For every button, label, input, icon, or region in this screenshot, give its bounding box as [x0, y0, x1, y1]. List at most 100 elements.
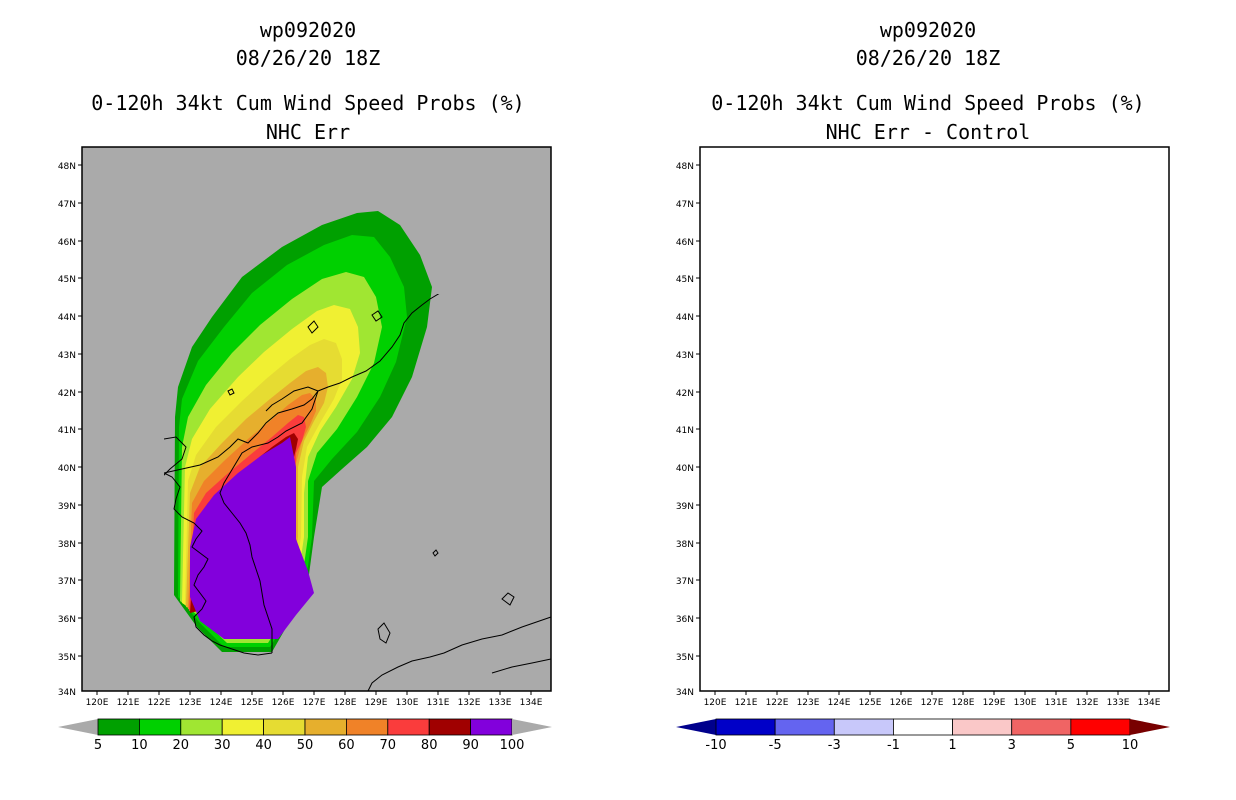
left-lon-label: 122E: [148, 698, 171, 708]
left-colorbar-swatch: [304, 718, 347, 736]
left-lat-label: 48N: [58, 162, 76, 172]
left-lon-label: 126E: [272, 698, 295, 708]
left-colorbar-label: 60: [338, 738, 355, 753]
left-lon-label: 131E: [427, 698, 450, 708]
right-lat-label: 38N: [676, 540, 694, 550]
left-colorbar-label: 10: [131, 738, 148, 753]
right-lon-label: 133E: [1107, 698, 1130, 708]
left-lon-label: 129E: [365, 698, 388, 708]
right-colorbar-swatch: [715, 718, 776, 736]
right-colorbar-over-triangle: [1130, 719, 1170, 735]
left-lat-label: 41N: [58, 426, 76, 436]
left-lon-label: 127E: [303, 698, 326, 708]
right-colorbar-label: -1: [887, 738, 900, 753]
right-colorbar-label: -5: [769, 738, 782, 753]
right-lat-label: 48N: [676, 162, 694, 172]
left-title-date: 08/26/20 18Z: [235, 46, 381, 70]
right-lat-label: 39N: [676, 502, 694, 512]
left-map-frame: [81, 146, 552, 692]
left-colorbar-label: 70: [380, 738, 397, 753]
left-lon-label: 128E: [334, 698, 357, 708]
left-lat-label: 47N: [58, 200, 76, 210]
right-lon-label: 131E: [1045, 698, 1068, 708]
right-title-date: 08/26/20 18Z: [855, 46, 1001, 70]
right-lon-label: 122E: [766, 698, 789, 708]
right-lon-label: 130E: [1014, 698, 1037, 708]
left-lon-label: 132E: [458, 698, 481, 708]
right-lat-label: 34N: [676, 688, 694, 698]
right-lon-label: 120E: [704, 698, 727, 708]
right-map: 48N 47N 46N 45N 44N 43N 42N 41N 40N 39N …: [676, 146, 1170, 708]
left-colorbar-over-triangle: [512, 719, 552, 735]
left-colorbar-swatch: [97, 718, 140, 736]
left-lat-label: 46N: [58, 238, 76, 248]
right-colorbar: -10 -5 -3 -1 1 3 5 10: [676, 718, 1170, 753]
right-lat-label: 40N: [676, 464, 694, 474]
right-lon-label: 128E: [952, 698, 975, 708]
right-colorbar-under-triangle: [676, 719, 716, 735]
left-colorbar-swatch: [180, 718, 223, 736]
right-map-background: [700, 147, 1169, 691]
right-colorbar-label: -3: [828, 738, 841, 753]
right-lon-label: 127E: [921, 698, 944, 708]
left-lat-label: 39N: [58, 502, 76, 512]
right-lat-label: 43N: [676, 351, 694, 361]
left-colorbar-swatch: [470, 718, 513, 736]
left-colorbar-label: 90: [462, 738, 479, 753]
left-colorbar-swatch: [387, 718, 430, 736]
right-title-subtitle: NHC Err - Control: [825, 120, 1031, 144]
right-colorbar-swatch: [833, 718, 894, 736]
right-lon-label: 125E: [859, 698, 882, 708]
left-colorbar-label: 100: [500, 738, 525, 753]
left-lon-label: 121E: [117, 698, 140, 708]
left-colorbar-label: 80: [421, 738, 438, 753]
left-map: 48N 47N 46N 45N 44N 43N 42N 41N 40N 39N …: [58, 146, 552, 708]
right-lon-label: 123E: [797, 698, 820, 708]
right-colorbar-swatch: [774, 718, 835, 736]
right-title-product: 0-120h 34kt Cum Wind Speed Probs (%): [711, 91, 1145, 115]
right-lon-label: 126E: [890, 698, 913, 708]
left-lon-label: 134E: [520, 698, 543, 708]
left-lat-label: 40N: [58, 464, 76, 474]
left-lat-label: 37N: [58, 577, 76, 587]
left-lat-label: 42N: [58, 389, 76, 399]
right-lat-label: 37N: [676, 577, 694, 587]
right-lat-label: 45N: [676, 275, 694, 285]
right-colorbar-label: 5: [1067, 738, 1075, 753]
left-colorbar-label: 40: [255, 738, 272, 753]
right-colorbar-swatch: [1070, 718, 1131, 736]
left-lon-label: 123E: [179, 698, 202, 708]
left-colorbar: 5 10 20 30 40 50 60 70 80 90 100: [58, 718, 552, 753]
left-lat-label: 43N: [58, 351, 76, 361]
left-lon-label: 125E: [241, 698, 264, 708]
left-colorbar-label: 20: [173, 738, 190, 753]
right-lon-label: 134E: [1138, 698, 1161, 708]
left-lon-label: 120E: [86, 698, 109, 708]
right-title-storm: wp092020: [879, 18, 977, 42]
left-lon-label: 130E: [396, 698, 419, 708]
left-colorbar-swatch: [138, 718, 182, 736]
right-lat-label: 35N: [676, 653, 694, 663]
left-lat-label: 34N: [58, 688, 76, 698]
left-colorbar-under-triangle: [58, 719, 98, 735]
right-lon-label: 132E: [1076, 698, 1099, 708]
left-colorbar-swatch: [428, 718, 472, 736]
right-colorbar-swatch: [952, 718, 1013, 736]
left-title-product: 0-120h 34kt Cum Wind Speed Probs (%): [91, 91, 525, 115]
left-lat-label: 45N: [58, 275, 76, 285]
right-colorbar-swatch: [893, 718, 953, 736]
left-title-storm: wp092020: [259, 18, 357, 42]
left-lat-label: 38N: [58, 540, 76, 550]
probability-contours: [174, 211, 432, 652]
left-lat-label: 35N: [58, 653, 76, 663]
left-colorbar-swatch: [345, 718, 389, 736]
right-lat-label: 36N: [676, 615, 694, 625]
right-lat-label: 44N: [676, 313, 694, 323]
left-colorbar-label: 30: [214, 738, 231, 753]
right-lat-label: 41N: [676, 426, 694, 436]
left-colorbar-swatch: [221, 718, 264, 736]
left-lat-label: 36N: [58, 615, 76, 625]
right-lon-label: 129E: [983, 698, 1006, 708]
right-lon-label: 121E: [735, 698, 758, 708]
